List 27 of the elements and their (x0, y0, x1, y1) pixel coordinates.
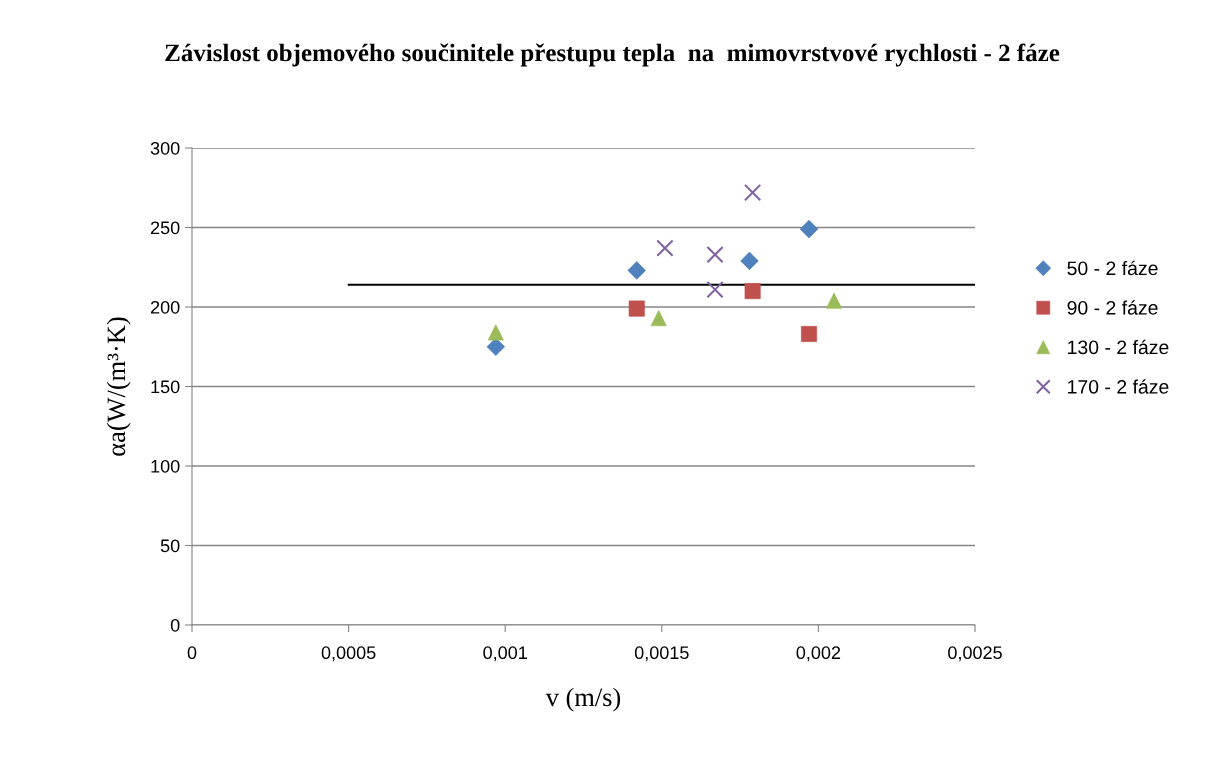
chart-title: Závislost objemového součinitele přestupu tepla na mimovrstvové rychlosti - 2 fáze (165, 43, 1060, 67)
x-tick-label: 0,0025 (948, 646, 1002, 662)
x-tick-label: 0 (187, 646, 197, 660)
y-tick-label: 0 (170, 618, 180, 632)
y-tick-label: 150 (151, 380, 180, 394)
y-axis-title: αa(W/(m³·K) (106, 317, 131, 456)
y-tick-label: 50 (160, 539, 180, 553)
y-tick-label: 300 (150, 141, 180, 155)
legend-label: 130 - 2 fáze (1068, 339, 1169, 355)
legend-label: 50 - 2 fáze (1067, 260, 1158, 276)
point (740, 251, 759, 271)
legend-label: 170 - 2 fáze (1068, 379, 1169, 394)
y-tick-label: 200 (150, 300, 180, 314)
x-tick-label: 0,0015 (634, 646, 689, 662)
x-tick-label: 0,001 (483, 646, 527, 662)
x-axis-title: v (m/s) (545, 687, 621, 712)
x-tick-label: 0,0005 (321, 646, 376, 662)
y-tick-label: 100 (151, 459, 180, 473)
point (656, 239, 674, 257)
point (744, 283, 761, 300)
point (706, 280, 724, 299)
point (627, 261, 646, 280)
point (743, 183, 762, 202)
x-tick-label: 0,002 (796, 646, 841, 662)
point (706, 245, 724, 264)
legend-label: 90 - 2 fáze (1067, 300, 1158, 315)
y-tick-label: 250 (150, 221, 180, 235)
